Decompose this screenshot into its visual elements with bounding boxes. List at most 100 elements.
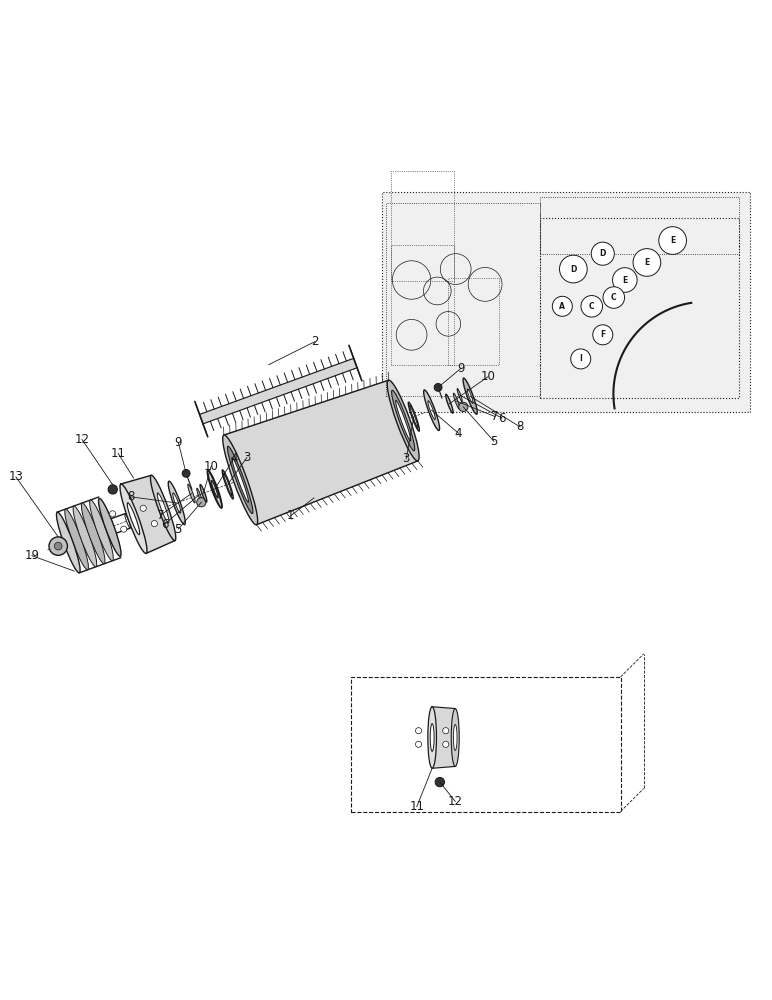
Circle shape bbox=[442, 728, 449, 734]
Ellipse shape bbox=[391, 390, 415, 451]
Ellipse shape bbox=[410, 405, 418, 428]
Circle shape bbox=[141, 505, 147, 511]
Text: 10: 10 bbox=[204, 460, 218, 473]
Text: 4: 4 bbox=[455, 427, 462, 440]
Circle shape bbox=[434, 384, 442, 391]
Bar bbox=[351, 677, 621, 812]
Circle shape bbox=[633, 249, 661, 276]
Ellipse shape bbox=[457, 389, 462, 402]
Circle shape bbox=[435, 777, 445, 787]
Text: 6: 6 bbox=[498, 412, 506, 425]
Circle shape bbox=[182, 470, 190, 477]
Circle shape bbox=[108, 485, 117, 494]
Circle shape bbox=[197, 498, 206, 507]
Ellipse shape bbox=[99, 500, 120, 555]
Text: 7: 7 bbox=[157, 509, 164, 522]
Ellipse shape bbox=[90, 500, 113, 561]
Text: A: A bbox=[560, 302, 565, 311]
Circle shape bbox=[49, 537, 67, 555]
Circle shape bbox=[151, 521, 157, 527]
Ellipse shape bbox=[445, 394, 453, 413]
Circle shape bbox=[552, 296, 572, 316]
Text: 8: 8 bbox=[127, 490, 134, 503]
Ellipse shape bbox=[120, 484, 147, 553]
Circle shape bbox=[571, 349, 591, 369]
Text: 9: 9 bbox=[458, 362, 465, 375]
Bar bbox=[386, 203, 540, 396]
Ellipse shape bbox=[65, 509, 89, 570]
Text: 5: 5 bbox=[490, 435, 498, 448]
Circle shape bbox=[659, 227, 686, 254]
Text: C: C bbox=[589, 302, 594, 311]
Ellipse shape bbox=[467, 389, 473, 403]
Ellipse shape bbox=[228, 446, 253, 514]
Ellipse shape bbox=[408, 402, 419, 431]
Text: 11: 11 bbox=[409, 800, 425, 813]
Text: E: E bbox=[622, 276, 628, 285]
Polygon shape bbox=[200, 358, 357, 424]
Text: 12: 12 bbox=[448, 795, 462, 808]
Text: 6: 6 bbox=[161, 518, 168, 531]
Text: D: D bbox=[600, 249, 606, 258]
Text: 8: 8 bbox=[516, 420, 524, 433]
Circle shape bbox=[591, 242, 615, 265]
Ellipse shape bbox=[125, 514, 130, 528]
Ellipse shape bbox=[212, 480, 218, 498]
Text: 19: 19 bbox=[25, 549, 39, 562]
Ellipse shape bbox=[73, 506, 96, 567]
Text: 9: 9 bbox=[174, 436, 182, 449]
Text: 12: 12 bbox=[74, 433, 90, 446]
Ellipse shape bbox=[453, 724, 457, 751]
Ellipse shape bbox=[424, 390, 439, 430]
Ellipse shape bbox=[200, 485, 207, 502]
Text: I: I bbox=[579, 354, 582, 363]
Ellipse shape bbox=[208, 470, 222, 508]
Circle shape bbox=[593, 325, 613, 345]
Ellipse shape bbox=[430, 724, 434, 751]
Polygon shape bbox=[224, 380, 418, 525]
Text: 3: 3 bbox=[243, 451, 251, 464]
Ellipse shape bbox=[197, 488, 201, 501]
Circle shape bbox=[612, 268, 637, 292]
Ellipse shape bbox=[223, 473, 232, 496]
Ellipse shape bbox=[428, 401, 435, 420]
Text: 2: 2 bbox=[311, 335, 319, 348]
Circle shape bbox=[415, 728, 422, 734]
Text: 7: 7 bbox=[491, 410, 499, 423]
Ellipse shape bbox=[212, 480, 218, 498]
Ellipse shape bbox=[173, 493, 181, 513]
Ellipse shape bbox=[188, 484, 195, 503]
Circle shape bbox=[581, 296, 602, 317]
Bar bbox=[391, 245, 454, 365]
Text: 10: 10 bbox=[480, 370, 496, 383]
Ellipse shape bbox=[99, 498, 121, 556]
Text: D: D bbox=[571, 265, 577, 274]
Ellipse shape bbox=[222, 470, 233, 499]
Text: 5: 5 bbox=[174, 523, 182, 536]
Ellipse shape bbox=[388, 380, 419, 461]
Circle shape bbox=[120, 526, 127, 532]
Ellipse shape bbox=[453, 393, 459, 409]
Ellipse shape bbox=[232, 457, 249, 502]
Circle shape bbox=[459, 402, 468, 411]
Text: 4: 4 bbox=[230, 452, 238, 465]
Bar bbox=[382, 192, 750, 412]
Circle shape bbox=[603, 287, 625, 308]
Ellipse shape bbox=[168, 481, 185, 525]
Ellipse shape bbox=[127, 503, 140, 535]
Bar bbox=[448, 278, 499, 365]
Ellipse shape bbox=[56, 512, 80, 573]
Circle shape bbox=[442, 741, 449, 747]
Ellipse shape bbox=[151, 475, 176, 541]
Circle shape bbox=[54, 542, 62, 550]
Text: F: F bbox=[600, 330, 605, 339]
Bar bbox=[391, 171, 454, 281]
Text: 1: 1 bbox=[287, 509, 295, 522]
Circle shape bbox=[110, 511, 116, 517]
Ellipse shape bbox=[58, 515, 79, 570]
Polygon shape bbox=[121, 475, 175, 553]
Ellipse shape bbox=[208, 470, 222, 508]
Text: C: C bbox=[611, 293, 617, 302]
Polygon shape bbox=[432, 707, 455, 768]
Text: E: E bbox=[645, 258, 649, 267]
